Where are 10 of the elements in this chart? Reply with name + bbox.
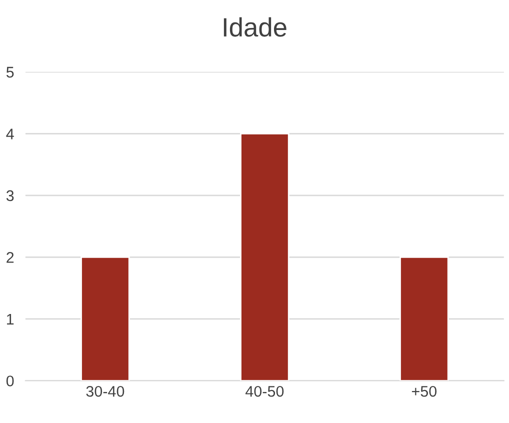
- y-tick-label: 3: [6, 190, 14, 202]
- y-tick-label: 0: [6, 376, 14, 386]
- x-tick-label: +50: [412, 386, 437, 397]
- y-tick-label: 4: [6, 128, 14, 140]
- y-tick-label: 1: [7, 314, 14, 324]
- y-tick-label: 5: [6, 66, 14, 78]
- x-tick-label: 30-40: [86, 386, 124, 397]
- y-tick-label: 2: [6, 252, 14, 263]
- chart-title: Idade: [224, 17, 286, 37]
- x-tick-label: 40-50: [245, 386, 284, 397]
